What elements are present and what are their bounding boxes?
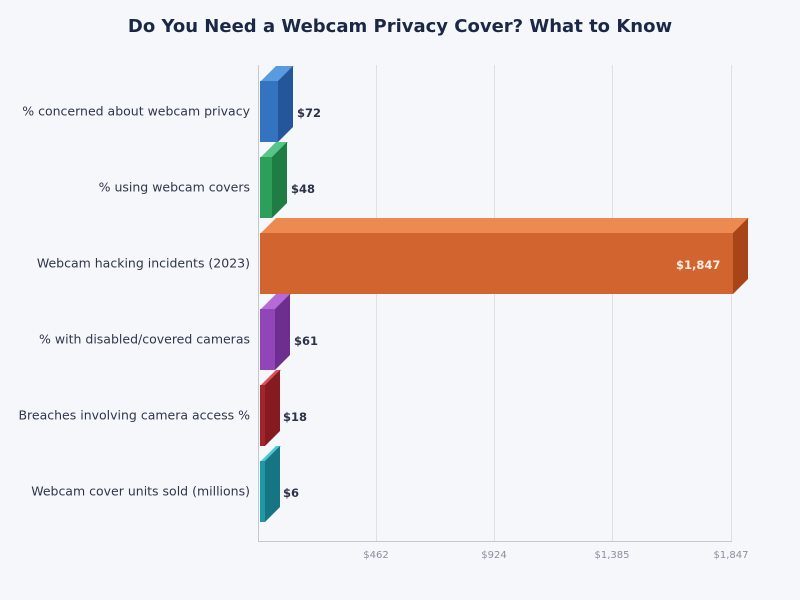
x-tick-label: $1,385 [594, 550, 630, 561]
bar-using-covers[interactable] [260, 142, 288, 218]
category-label: % with disabled/covered cameras [39, 331, 250, 347]
category-label: Breaches involving camera access % [18, 407, 250, 423]
value-label: $18 [283, 410, 308, 424]
bar-hacking-incidents[interactable] [260, 218, 749, 294]
category-label: % using webcam covers [98, 179, 250, 195]
bar-concerned-privacy[interactable] [260, 66, 294, 142]
category-label: % concerned about webcam privacy [22, 103, 250, 119]
category-label: Webcam hacking incidents (2023) [36, 255, 250, 271]
value-label: $61 [294, 334, 319, 348]
bar-disabled-cameras[interactable] [260, 294, 291, 370]
gridline-4 [731, 65, 732, 541]
value-label: $6 [283, 486, 300, 500]
bar-breaches-camera[interactable] [260, 370, 281, 446]
value-label: $72 [297, 106, 322, 120]
gridline-1 [376, 65, 377, 541]
value-label: $48 [291, 182, 316, 196]
category-label: Webcam cover units sold (millions) [31, 483, 250, 499]
gridline-3 [612, 65, 613, 541]
x-axis-line [258, 541, 732, 542]
x-tick-label: $1,847 [713, 550, 749, 561]
x-tick-label: $924 [481, 550, 507, 561]
gridline-2 [494, 65, 495, 541]
x-tick-label: $462 [363, 550, 389, 561]
y-axis-line [258, 65, 259, 542]
bar-cover-units[interactable] [260, 446, 281, 522]
value-label: $1,847 [676, 258, 721, 272]
chart-title: Do You Need a Webcam Privacy Cover? What… [127, 16, 673, 37]
